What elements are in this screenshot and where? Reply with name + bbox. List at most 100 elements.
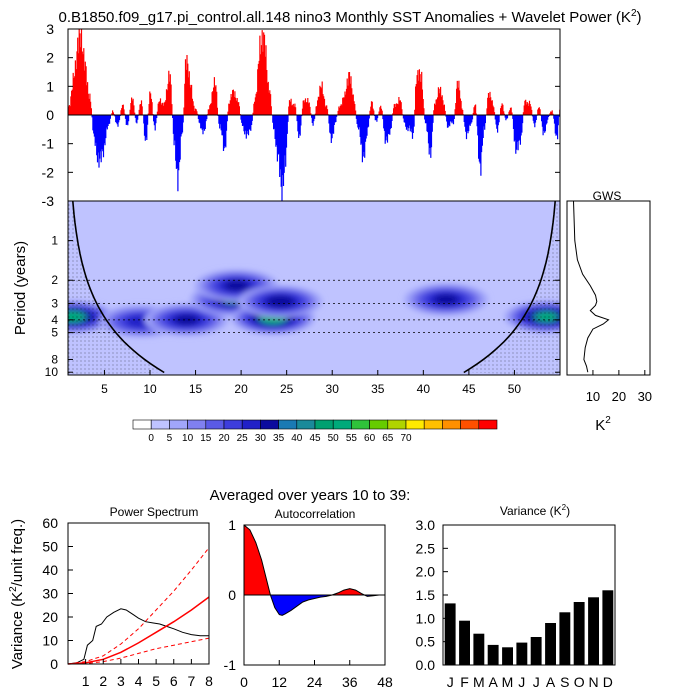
wavelet-ytick-label: 3 — [51, 296, 58, 310]
mv-ytick-label: 2.5 — [416, 540, 436, 556]
colorbar-label: 40 — [291, 433, 303, 444]
wavelet-xtick-label: 10 — [143, 382, 157, 396]
colorbar-swatch — [132, 419, 152, 430]
mv-title-base: Variance (K — [500, 504, 562, 518]
wavelet-ylabel: Period (years) — [12, 241, 29, 335]
colorbar-swatch — [478, 419, 498, 430]
monthly-variance-axes: 0.00.51.01.52.02.53.0J F M A M J J A S O N D — [416, 517, 613, 690]
period-dashed-lines — [68, 279, 560, 333]
mv-ytick-label: 0.5 — [416, 634, 436, 650]
mv-month-label: O — [574, 674, 585, 690]
anomaly-y-axis: 3 2 1 0 -1 -2 -3 — [42, 21, 560, 209]
variance-bar-1 — [459, 620, 470, 665]
wavelet-xtick-label: 15 — [189, 382, 203, 396]
autocorrelation-fill — [243, 524, 385, 616]
colorbar-swatch — [442, 419, 461, 430]
ps-series-lower-bound — [67, 637, 210, 665]
wavelet-ytick-label: 4 — [51, 313, 58, 327]
ps-series-upper-bound — [67, 547, 210, 665]
variance-bar-0 — [444, 603, 456, 665]
ps-xtick-label: 2 — [99, 673, 107, 689]
gws-title: GWS — [593, 189, 622, 203]
coi-left-curve — [72, 201, 165, 374]
colorbar: 0 5 10 15 20 25 30 35 40 45 50 55 60 65 70 — [132, 419, 498, 444]
colorbar-label: 25 — [237, 433, 249, 444]
gws-xlabel-base: K — [595, 417, 605, 434]
mv-month-label: S — [560, 674, 569, 690]
mv-month-label: D — [603, 674, 613, 690]
wavelet-xtick-label: 5 — [101, 382, 108, 396]
wavelet-ytick-label: 8 — [51, 352, 58, 366]
anomaly-ytick-label: -1 — [42, 136, 55, 152]
colorbar-label: 20 — [218, 433, 230, 444]
ac-ytick-label: 1 — [228, 517, 236, 533]
ps-ytick-label: 50 — [42, 539, 58, 555]
figure-title-main: 0.B1850.f09_g17.pi_control.all.148 nino3… — [59, 9, 631, 26]
colorbar-label: 70 — [400, 433, 412, 444]
colorbar-label: 15 — [200, 433, 212, 444]
ac-xtick-label: 24 — [307, 674, 323, 690]
anomaly-panel: 3 2 1 0 -1 -2 -3 — [42, 21, 561, 209]
mv-month-label: J — [447, 674, 454, 690]
power-spectrum-title: Power Spectrum — [110, 505, 199, 519]
mv-ytick-label: 3.0 — [416, 517, 436, 533]
colorbar-swatch — [260, 419, 279, 430]
variance-bar-11 — [602, 590, 614, 665]
mv-ytick-label: 0.0 — [416, 657, 436, 673]
wavelet-contour — [174, 314, 198, 326]
wavelet-xtick-label: 20 — [234, 382, 248, 396]
colorbar-swatch — [387, 419, 407, 430]
mv-month-label: J — [518, 674, 525, 690]
ac-xtick-label: 36 — [342, 674, 358, 690]
wavelet-x-axis: 5 10 15 20 25 30 35 40 45 50 — [101, 370, 521, 396]
variance-bar-4 — [502, 647, 513, 665]
averaged-label: Averaged over years 10 to 39: — [210, 487, 411, 504]
ac-positive-area — [244, 525, 385, 595]
mv-ytick-label: 1.5 — [416, 587, 436, 603]
colorbar-swatch — [278, 419, 298, 430]
ps-series-red-noise — [67, 596, 210, 665]
power-spectrum-axes: 0 10 20 30 40 50 60 1 2 3 4 5 6 7 8 — [42, 515, 213, 689]
negative-anomaly-bars — [91, 115, 560, 201]
gws-xtick-label: 10 — [586, 389, 600, 404]
wavelet-ytick-label: 10 — [45, 365, 59, 379]
wavelet-y-axis: 1 2 3 45 810 — [45, 234, 560, 379]
gws-xtick-label: 20 — [612, 389, 626, 404]
variance-bar-9 — [573, 602, 585, 665]
colorbar-swatch — [187, 419, 207, 430]
ac-xtick-label: 48 — [377, 674, 393, 690]
ps-ylabel-sup: 2 — [8, 586, 19, 592]
ps-ytick-label: 60 — [42, 515, 58, 531]
gws-x-axis: 10 20 30 — [586, 370, 652, 404]
ps-xtick-label: 5 — [152, 673, 160, 689]
wavelet-contour — [225, 280, 249, 292]
coi-right-curve — [463, 201, 556, 374]
monthly-variance-panel: Variance (K2) 0.00.51.01.52.02.53.0J F M A M… — [416, 503, 616, 690]
colorbar-swatch — [241, 419, 261, 430]
colorbar-label: 50 — [328, 433, 340, 444]
colorbar-label: 55 — [346, 433, 358, 444]
ac-ytick-label: 0 — [228, 587, 236, 603]
ps-ytick-label: 40 — [42, 562, 58, 578]
colorbar-swatch — [423, 419, 443, 430]
colorbar-label: 60 — [364, 433, 376, 444]
wavelet-xtick-label: 45 — [462, 382, 476, 396]
ac-curve — [243, 524, 385, 616]
colorbar-label: 5 — [167, 433, 173, 444]
colorbar-label: 35 — [273, 433, 285, 444]
gws-frame — [566, 200, 651, 376]
variance-bar-2 — [473, 633, 485, 665]
monthly-variance-bars — [444, 590, 614, 665]
colorbar-swatch — [296, 419, 316, 430]
ps-xtick-label: 6 — [170, 673, 178, 689]
wavelet-contour — [266, 295, 294, 308]
ac-ytick-label: -1 — [224, 657, 237, 673]
monthly-variance-title: Variance (K2) — [500, 503, 570, 518]
variance-bar-7 — [545, 623, 556, 665]
anomaly-ytick-label: 1 — [46, 78, 54, 94]
figure-title: 0.B1850.f09_g17.pi_control.all.148 nino3… — [59, 8, 642, 26]
mv-title-sup: 2 — [562, 503, 567, 512]
colorbar-swatch — [369, 419, 389, 430]
colorbar-swatch — [223, 419, 243, 430]
